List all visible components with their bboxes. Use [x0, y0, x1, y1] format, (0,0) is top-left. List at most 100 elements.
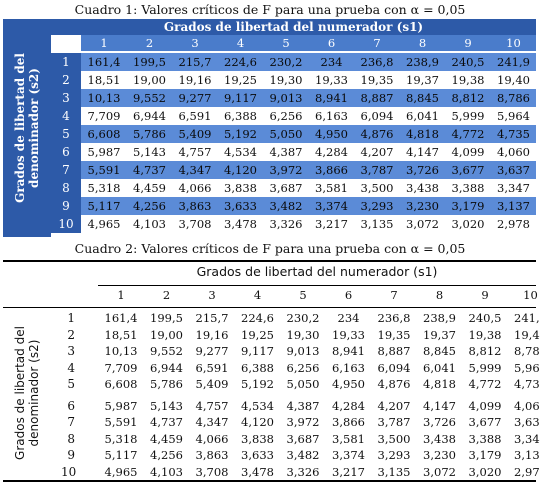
- table-cell: 19,33: [309, 71, 355, 89]
- table-cell: 6,163: [326, 360, 372, 377]
- column-header-10: 10: [508, 287, 540, 303]
- table-cell: 238,9: [400, 53, 446, 71]
- column-header-8: 8: [400, 35, 446, 51]
- table-cell: 3,072: [400, 215, 446, 233]
- row-header: 6: [51, 143, 81, 161]
- table-cell: 3,347: [491, 179, 537, 197]
- table-cell: 3,478: [235, 464, 281, 481]
- column-header-7: 7: [371, 287, 417, 303]
- table-cell: 6,041: [400, 107, 446, 125]
- column-header-1: 1: [81, 35, 127, 51]
- table-cell: 4,120: [218, 161, 264, 179]
- table-cell: 5,964: [508, 360, 540, 377]
- table-cell: 9,277: [172, 89, 218, 107]
- table-cell: 199,5: [144, 310, 190, 327]
- row-header: 5: [61, 376, 75, 393]
- table-cell: 4,066: [172, 179, 218, 197]
- column-header-4: 4: [235, 287, 281, 303]
- row-header: 2: [51, 71, 81, 89]
- table-cell: 4,060: [508, 398, 540, 415]
- table-cell: 19,25: [218, 71, 264, 89]
- table-cell: 7,709: [81, 107, 127, 125]
- table-cell: 4,147: [400, 143, 446, 161]
- column-header-8: 8: [417, 287, 463, 303]
- table-cell: 238,9: [417, 310, 463, 327]
- table-cell: 3,633: [235, 447, 281, 464]
- table-cell: 19,40: [491, 71, 537, 89]
- table-cell: 3,637: [491, 161, 537, 179]
- table2-caption: Cuadro 2: Valores críticos de F para una…: [0, 242, 540, 256]
- column-header-3: 3: [172, 35, 218, 51]
- table-cell: 4,284: [326, 398, 372, 415]
- table-cell: 5,192: [218, 125, 264, 143]
- table-cell: 3,230: [417, 447, 463, 464]
- table-cell: 5,050: [263, 125, 309, 143]
- table-cell: 2,978: [508, 464, 540, 481]
- table-cell: 4,387: [280, 398, 326, 415]
- table-cell: 19,25: [235, 327, 281, 344]
- row-header: 8: [51, 179, 81, 197]
- table-cell: 3,293: [354, 197, 400, 215]
- table-cell: 4,256: [127, 197, 173, 215]
- table-cell: 19,16: [172, 71, 218, 89]
- column-header-9: 9: [445, 35, 491, 51]
- table-cell: 6,256: [263, 107, 309, 125]
- table-cell: 3,374: [309, 197, 355, 215]
- row-header: 4: [61, 360, 75, 377]
- table-cell: 6,944: [127, 107, 173, 125]
- table-cell: 8,786: [508, 343, 540, 360]
- table-cell: 240,5: [445, 53, 491, 71]
- table-cell: 4,066: [189, 431, 235, 448]
- table-cell: 161,4: [81, 53, 127, 71]
- table-cell: 3,374: [326, 447, 372, 464]
- table-cell: 6,388: [235, 360, 281, 377]
- denominator-label-line1: Grados de libertad del: [13, 23, 27, 233]
- table-cell: 4,965: [81, 215, 127, 233]
- table-cell: 240,5: [462, 310, 508, 327]
- table-cell: 4,459: [144, 431, 190, 448]
- table-cell: 4,459: [127, 179, 173, 197]
- column-header-6: 6: [309, 35, 355, 51]
- table-cell: 6,591: [172, 107, 218, 125]
- table-cell: 2,978: [491, 215, 537, 233]
- column-header-1: 1: [98, 287, 144, 303]
- row-header: 10: [61, 464, 75, 481]
- table-cell: 3,020: [445, 215, 491, 233]
- table-cell: 4,950: [309, 125, 355, 143]
- table-cell: 3,972: [280, 414, 326, 431]
- table-cell: 241,9: [508, 310, 540, 327]
- table-cell: 3,687: [263, 179, 309, 197]
- table-cell: 8,887: [354, 89, 400, 107]
- table-cell: 3,687: [280, 431, 326, 448]
- numerator-header: Grados de libertad del numerador (s1): [98, 263, 536, 281]
- table-cell: 4,772: [445, 125, 491, 143]
- table-cell: 19,16: [189, 327, 235, 344]
- table-cell: 5,318: [81, 179, 127, 197]
- table-cell: 19,30: [263, 71, 309, 89]
- table-cell: 19,37: [400, 71, 446, 89]
- table-cell: 9,117: [235, 343, 281, 360]
- table-cell: 5,987: [81, 143, 127, 161]
- table-cell: 19,00: [144, 327, 190, 344]
- table-cell: 7,709: [98, 360, 144, 377]
- table-cell: 3,633: [218, 197, 264, 215]
- table-cell: 8,845: [400, 89, 446, 107]
- table-cell: 18,51: [98, 327, 144, 344]
- table-cell: 5,143: [127, 143, 173, 161]
- table-cell: 4,284: [309, 143, 355, 161]
- table-cell: 3,438: [400, 179, 446, 197]
- table-cell: 10,13: [98, 343, 144, 360]
- table-cell: 3,863: [189, 447, 235, 464]
- table-cell: 3,438: [417, 431, 463, 448]
- table-cell: 230,2: [280, 310, 326, 327]
- row-header: 6: [61, 398, 75, 415]
